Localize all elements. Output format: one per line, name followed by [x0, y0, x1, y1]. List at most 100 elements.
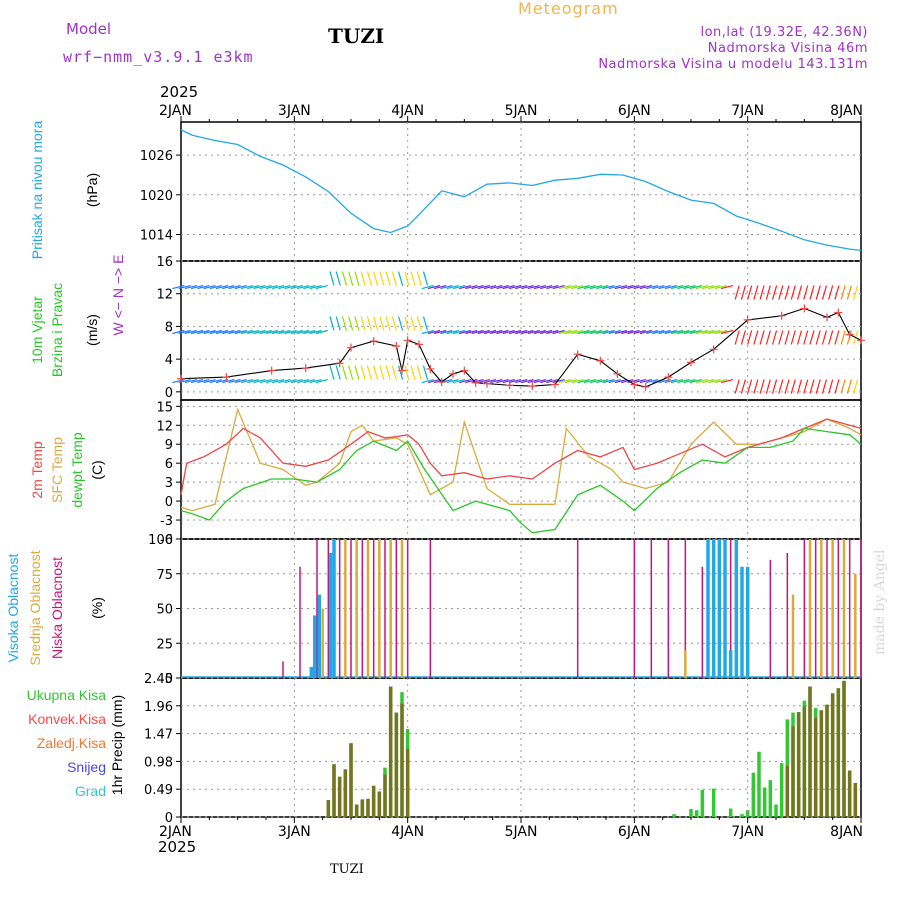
wind-barb	[421, 284, 434, 290]
wind-barb	[410, 365, 416, 380]
wind-barb	[508, 378, 522, 384]
x-tick-top: 8JAN	[830, 103, 863, 119]
wind-barb	[197, 284, 210, 290]
wind-barb	[278, 378, 291, 384]
wind-barb	[385, 271, 391, 286]
wind-barb	[458, 329, 472, 335]
wind-barb	[228, 378, 241, 384]
precip-conv-bar	[842, 680, 846, 817]
wind-barb	[203, 329, 216, 335]
gust-marker	[777, 311, 786, 320]
wind-barb	[753, 285, 759, 300]
gust-marker	[573, 350, 582, 359]
wind-barb	[329, 316, 335, 331]
gust-marker	[834, 308, 843, 317]
panel-frame-0	[180, 121, 862, 262]
wind-barb	[714, 329, 727, 335]
wind-barb	[234, 378, 247, 384]
wind-barb	[759, 379, 765, 394]
wind-barb	[184, 284, 198, 290]
precip-total-bar	[774, 804, 778, 817]
wind-barb	[315, 329, 328, 335]
precip-total-bar	[762, 787, 767, 817]
wind-barb	[502, 378, 515, 384]
precip-conv-bar	[830, 693, 835, 817]
y-tick-label: 0	[165, 495, 173, 510]
gust-marker	[505, 381, 514, 390]
wind-barb	[422, 271, 429, 286]
gust-marker	[743, 315, 752, 324]
wind-barb	[778, 285, 784, 300]
wind-barb	[427, 378, 441, 384]
wind-barb	[803, 285, 809, 300]
axis-ticks: 2JAN 2JAN 3JAN 3JAN 4JAN 4JAN 5JAN 5JAN 6JAN 6JAN…	[140, 103, 863, 840]
precip-legend-1: Konvek.Kisa	[28, 711, 106, 727]
wind-barb	[184, 329, 198, 335]
y-tick-label: 6	[165, 457, 173, 472]
wind-barb	[571, 329, 584, 335]
wind-barb	[452, 329, 466, 335]
wind-barb	[815, 330, 821, 345]
wind-barb	[571, 284, 584, 290]
wind-barb	[521, 329, 534, 335]
wind-barb	[695, 378, 709, 384]
wind-barb	[670, 329, 684, 335]
wind-barb	[416, 365, 422, 380]
wind-barb	[815, 379, 821, 394]
wind-barb	[602, 284, 615, 290]
wind-barb	[303, 378, 316, 384]
wind-panel-title-2: Brzina i Pravac	[49, 283, 65, 377]
wind-barb	[265, 284, 279, 290]
wind-barb	[695, 284, 709, 290]
wind-barb	[714, 284, 727, 290]
wind-barb	[734, 285, 740, 300]
wind-barb	[533, 284, 547, 290]
wind-barb	[602, 329, 615, 335]
wind-barb	[296, 378, 310, 384]
wind-barb	[834, 379, 840, 394]
wind-barb	[778, 379, 784, 394]
wind-barb	[373, 365, 379, 380]
wind-barb	[397, 316, 404, 331]
x-tick-top: 2JAN	[159, 103, 192, 119]
precip-conv-bar	[360, 799, 365, 817]
wind-barb	[521, 378, 534, 384]
precip-conv-bar	[405, 748, 410, 817]
wind-barb	[458, 378, 472, 384]
wind-barb	[215, 284, 229, 290]
gust-marker	[392, 342, 401, 351]
wind-barb	[296, 329, 310, 335]
wind-barb	[303, 329, 316, 335]
model-label: Model	[66, 20, 112, 38]
panel-labels: Pritisak na nivou mora (hPa) 10m Vjetar Brz…	[5, 121, 126, 799]
wind-barb	[803, 330, 809, 345]
wind-barb	[515, 284, 528, 290]
x-tick-top: 7JAN	[731, 103, 764, 119]
wind-barb	[815, 285, 821, 300]
wind-barb	[410, 316, 416, 331]
x-tick-top: 5JAN	[505, 103, 538, 119]
wind-barb	[608, 284, 621, 290]
wind-barb	[348, 365, 354, 380]
precip-total-bar	[745, 810, 750, 817]
wind-barb	[271, 378, 285, 384]
wind-barb	[354, 316, 360, 331]
wind-barb	[602, 378, 615, 384]
wind-barb	[784, 379, 790, 394]
wind-barb	[790, 285, 796, 300]
precip-total-bar	[768, 780, 773, 817]
footer-station: TUZI	[330, 862, 364, 877]
wind-barb	[329, 365, 335, 380]
wind-barb	[247, 378, 260, 384]
wind-barb	[683, 284, 696, 290]
wind-barb	[803, 379, 809, 394]
y-tick-label: -3	[160, 514, 173, 529]
wind-barb	[391, 365, 397, 380]
wind-barb	[190, 284, 204, 290]
precip-conv-bar	[366, 798, 370, 817]
wind-barb	[564, 378, 578, 384]
wind-barb	[360, 271, 366, 286]
wind-barb	[309, 378, 322, 384]
wind-barb	[309, 284, 322, 290]
wind-barb	[784, 285, 790, 300]
